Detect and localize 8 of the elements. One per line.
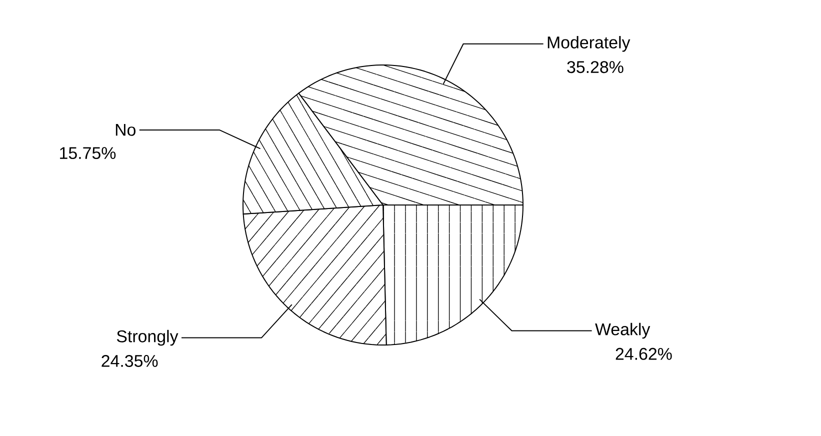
- slice-label: No: [116, 124, 136, 136]
- slice-label: Moderately: [548, 36, 630, 52]
- data-label: 35.28%: [567, 61, 624, 74]
- slice-label: Strongly: [116, 330, 178, 346]
- data-label: 24.35%: [102, 354, 158, 367]
- data-label: 24.62%: [616, 348, 672, 360]
- slice-label: Weakly: [595, 322, 650, 339]
- data-label: 15.75%: [60, 147, 116, 160]
